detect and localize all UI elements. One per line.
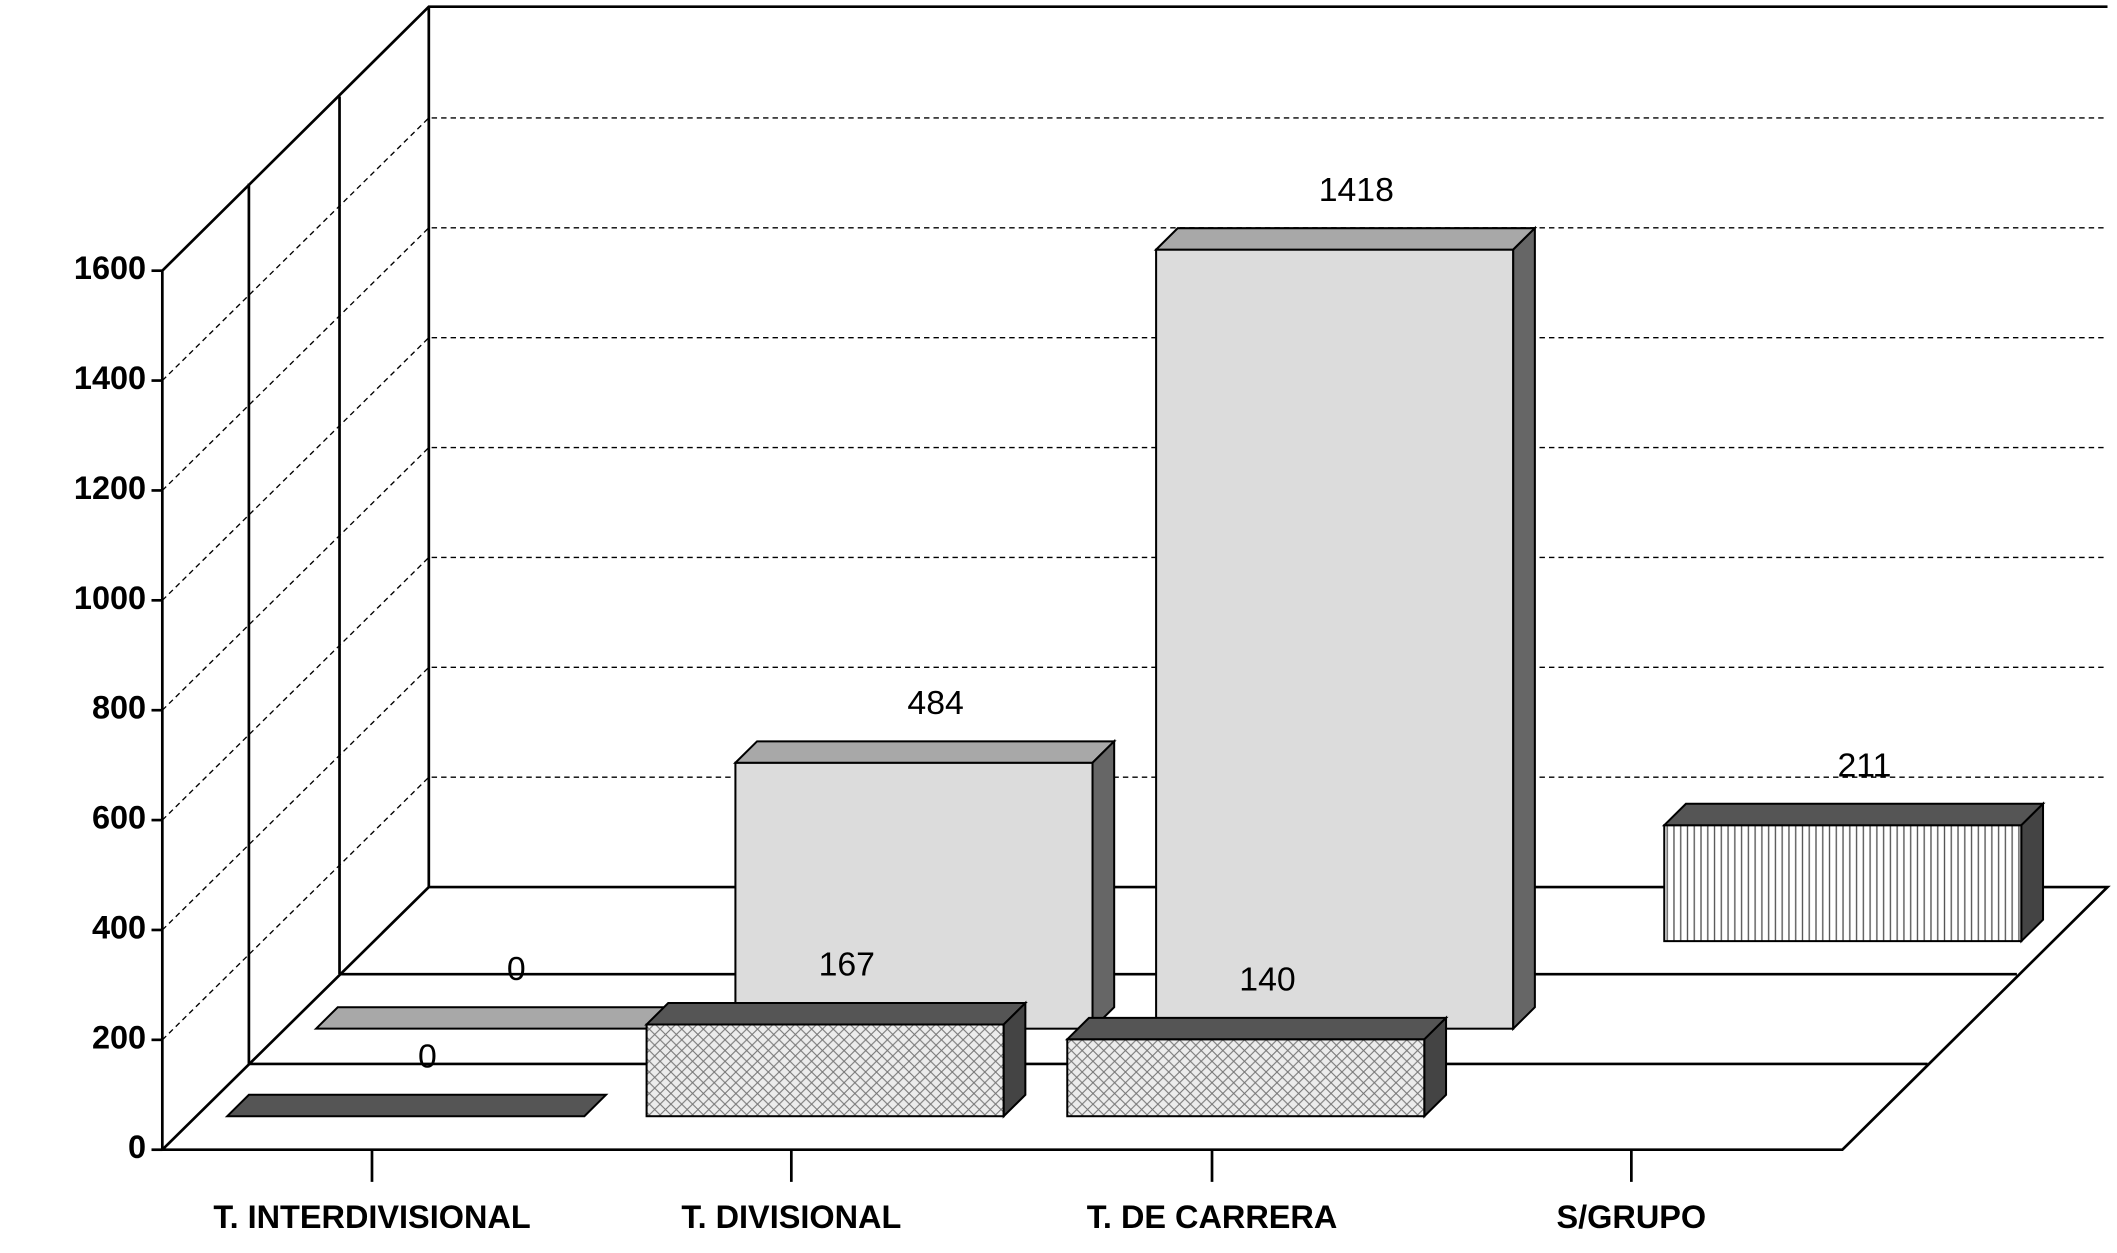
- bar-side: [1002, 1000, 1027, 1119]
- y-tick-label: 1200: [74, 470, 146, 506]
- frame: [159, 5, 2111, 1152]
- value-label: 0: [418, 1039, 437, 1076]
- bar-top: [313, 1006, 698, 1030]
- x-tick-label: T. DE CARRERA: [1087, 1199, 1338, 1235]
- bar-side: [1091, 738, 1116, 1032]
- bar-top: [1661, 802, 2046, 827]
- value-label: 211: [1838, 748, 1892, 785]
- bar: [732, 738, 1117, 1032]
- y-tick-label: 1600: [74, 250, 146, 286]
- bar-side: [1423, 1015, 1448, 1119]
- grid-line: [161, 117, 2108, 382]
- bar-side: [1512, 225, 1536, 1032]
- grid-line: [161, 776, 2108, 1041]
- y-tick-label: 200: [92, 1019, 146, 1055]
- bar: [644, 1000, 1028, 1119]
- value-label: 1418: [1319, 172, 1394, 209]
- bar-front: [1155, 248, 1515, 1030]
- grid-line: [161, 446, 2108, 711]
- x-tick-label: S/GRUPO: [1557, 1199, 1707, 1235]
- bar-front: [734, 761, 1094, 1030]
- bar: [1064, 1015, 1449, 1119]
- bar: [1661, 801, 2046, 944]
- value-label: 167: [819, 947, 875, 984]
- y-tick-label: 1000: [74, 580, 146, 616]
- y-tick-label: 800: [92, 690, 146, 726]
- x-tick-label: T. DIVISIONAL: [681, 1199, 901, 1235]
- bar-front: [1066, 1038, 1426, 1118]
- value-label: 484: [907, 685, 963, 722]
- x-tick-label: T. INTERDIVISIONAL: [213, 1199, 530, 1235]
- bar-side: [2020, 801, 2045, 944]
- grid-line: [161, 666, 2108, 931]
- bar: [1153, 225, 1538, 1032]
- bar-front: [645, 1023, 1005, 1118]
- bar: [313, 1006, 698, 1030]
- y-tick-label: 400: [92, 910, 146, 946]
- y-tick-label: 600: [92, 800, 146, 836]
- bar-top: [644, 1002, 1028, 1026]
- value-label: 0: [507, 951, 526, 988]
- bar-top: [224, 1093, 609, 1118]
- y-tick-label: 0: [128, 1129, 146, 1165]
- value-label: 140: [1239, 962, 1295, 999]
- grid-line: [161, 227, 2108, 491]
- y-tick-label: 1400: [74, 360, 146, 396]
- bar-top: [732, 740, 1117, 764]
- bar-top: [1153, 227, 1538, 251]
- bar-top: [1064, 1016, 1449, 1041]
- grid-line: [161, 556, 2108, 821]
- bar-front: [1663, 824, 2023, 943]
- grid-line: [161, 337, 2108, 601]
- bar: [224, 1093, 609, 1118]
